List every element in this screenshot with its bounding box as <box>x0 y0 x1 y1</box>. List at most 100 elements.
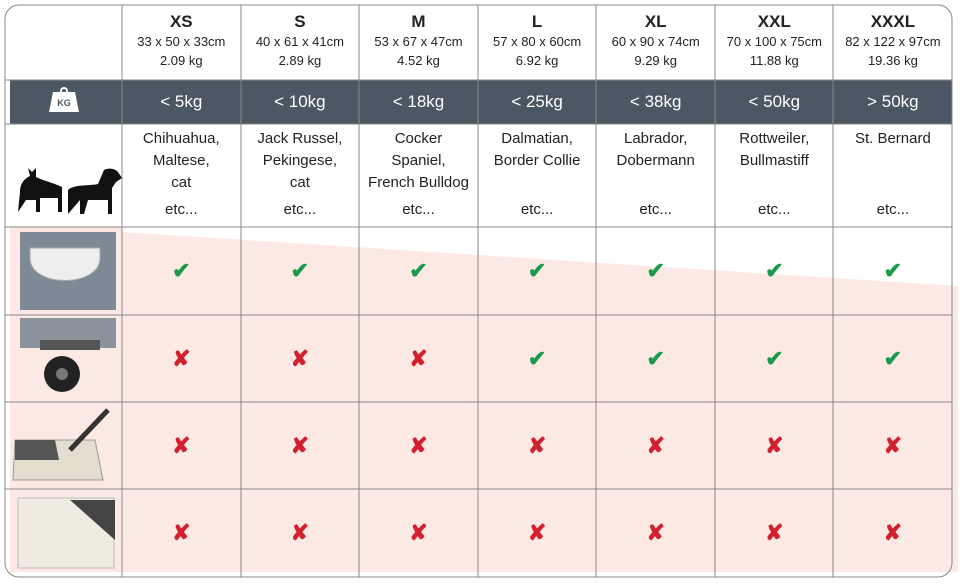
availability-mark: ✘ <box>646 520 665 545</box>
size-header: XXL 70 x 100 x 75cm 11.88 kg <box>715 5 834 80</box>
grid <box>4 4 953 578</box>
breeds: Rottweiler, Bullmastiff etc... <box>715 124 834 227</box>
size-header: L 57 x 80 x 60cm 6.92 kg <box>478 5 597 80</box>
cat-dog-icon <box>18 168 122 214</box>
breeds: Dalmatian, Border Collie etc... <box>478 124 597 227</box>
breed-line: Dalmatian, <box>501 130 573 147</box>
breed-line: cat <box>289 174 310 191</box>
kg-label: KG <box>57 98 71 108</box>
max-weight: < 38kg <box>629 92 682 111</box>
availability-mark: ✔ <box>527 346 547 371</box>
availability-mark: ✔ <box>172 258 191 283</box>
weight: 2.09 kg <box>159 53 203 68</box>
bowl-icon <box>20 232 116 310</box>
dimensions: 33 x 50 x 33cm <box>137 34 226 49</box>
breeds: Jack Russel, Pekingese, cat etc... <box>241 124 360 227</box>
size-name: XL <box>644 12 667 31</box>
max-weight: < 5kg <box>160 92 203 111</box>
wheel-icon <box>20 318 116 392</box>
availability-mark: ✔ <box>883 258 903 283</box>
dimensions: 40 x 61 x 41cm <box>255 34 344 49</box>
handle-icon <box>12 408 110 481</box>
dimensions: 60 x 90 x 74cm <box>611 34 700 49</box>
breed-line: French Bulldog <box>368 174 469 191</box>
etc: etc... <box>165 201 198 218</box>
weight: 2.89 kg <box>278 53 322 68</box>
breed-line: Rottweiler, <box>739 130 810 147</box>
availability-mark: ✘ <box>765 433 784 458</box>
etc: etc... <box>283 201 317 218</box>
availability-mark: ✔ <box>290 258 310 283</box>
availability-mark: ✘ <box>290 520 310 545</box>
etc: etc... <box>402 201 435 218</box>
weight: 6.92 kg <box>515 53 559 68</box>
size-name: XXXL <box>870 12 916 31</box>
availability-mark: ✘ <box>527 520 547 545</box>
availability-mark: ✔ <box>883 346 903 371</box>
availability-mark: ✔ <box>527 258 547 283</box>
pink-background <box>10 227 958 572</box>
size-header: XL 60 x 90 x 74cm 9.29 kg <box>596 5 715 80</box>
weight: 19.36 kg <box>867 53 918 68</box>
weight: 4.52 kg <box>397 53 440 68</box>
availability-mark: ✘ <box>172 433 191 458</box>
availability-mark: ✘ <box>290 346 310 371</box>
availability-mark: ✘ <box>409 433 428 458</box>
availability-mark: ✔ <box>765 258 784 283</box>
base-icon <box>17 497 115 569</box>
breed-line: Pekingese, <box>262 152 337 169</box>
max-weight: < 50kg <box>748 92 801 111</box>
availability-mark: ✘ <box>765 520 784 545</box>
availability-mark: ✔ <box>646 258 665 283</box>
breeds: Cocker Spaniel, French Bulldog etc... <box>359 124 478 227</box>
weight-band <box>10 80 952 124</box>
dimensions: 70 x 100 x 75cm <box>726 34 822 49</box>
breed-line: Cocker <box>394 130 443 147</box>
breed-line: Labrador, <box>623 130 688 147</box>
dimensions: 53 x 67 x 47cm <box>374 34 463 49</box>
breed-line: Jack Russel, <box>257 130 343 147</box>
size-name: S <box>294 12 306 31</box>
breed-line: cat <box>171 174 192 191</box>
size-header: M 53 x 67 x 47cm 4.52 kg <box>359 5 478 80</box>
availability-mark: ✘ <box>172 346 191 371</box>
kg-icon: KG <box>49 87 79 112</box>
size-header: XS 33 x 50 x 33cm 2.09 kg <box>122 5 241 80</box>
dimensions: 57 x 80 x 60cm <box>493 34 582 49</box>
max-weight: > 50kg <box>867 92 919 111</box>
availability-mark: ✔ <box>409 258 428 283</box>
size-name: XXL <box>757 12 791 31</box>
size-header: XXXL 82 x 122 x 97cm 19.36 kg <box>834 5 953 80</box>
availability-mark: ✘ <box>883 520 903 545</box>
breed-line: Chihuahua, <box>142 130 220 147</box>
availability-mark: ✔ <box>646 346 665 371</box>
breeds: Labrador, Dobermann etc... <box>596 124 715 227</box>
etc: etc... <box>520 201 554 218</box>
availability-mark: ✘ <box>646 433 665 458</box>
size-header: S 40 x 61 x 41cm 2.89 kg <box>241 5 360 80</box>
max-weight: < 10kg <box>274 92 326 111</box>
availability-mark: ✔ <box>765 346 784 371</box>
breeds: Chihuahua, Maltese, cat etc... <box>122 124 241 227</box>
availability-mark: ✘ <box>409 520 428 545</box>
weight: 11.88 kg <box>749 53 799 68</box>
breed-line: Maltese, <box>152 152 210 169</box>
breed-line: Dobermann <box>616 152 695 169</box>
etc: etc... <box>758 201 791 218</box>
size-name: L <box>531 12 543 31</box>
breed-line: Spaniel, <box>391 152 446 169</box>
availability-mark: ✘ <box>290 433 310 458</box>
etc: etc... <box>639 201 672 218</box>
availability-mark: ✘ <box>409 346 428 371</box>
etc: etc... <box>876 201 910 218</box>
availability-mark: ✘ <box>527 433 547 458</box>
breed-line: St. Bernard <box>854 130 931 147</box>
max-weight: < 18kg <box>392 92 445 111</box>
breeds: St. Bernard etc... <box>834 124 953 227</box>
weight: 9.29 kg <box>634 53 678 68</box>
availability-mark: ✘ <box>883 433 903 458</box>
breed-line: Border Collie <box>493 152 581 169</box>
max-weight: < 25kg <box>511 92 563 111</box>
